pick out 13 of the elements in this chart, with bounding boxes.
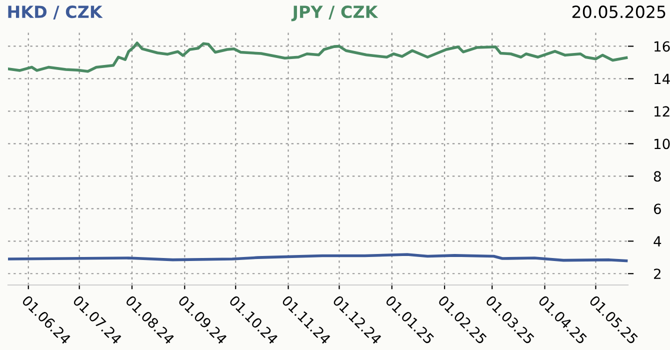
y-tick-label: 8 — [654, 171, 661, 182]
y-tick-label: 12 — [654, 106, 670, 116]
line-series — [8, 42, 628, 73]
y-tick-label: 10 — [654, 138, 670, 150]
y-tick-label: 6 — [654, 204, 661, 214]
text: 20.05.2025 — [572, 6, 666, 18]
y-tick-label: 14 — [654, 74, 670, 84]
y-tick-label: 16 — [654, 41, 670, 52]
series-label: JPY / CZK — [291, 6, 378, 22]
y-tick-label: 4 — [654, 236, 662, 246]
y-tick-label: 2 — [654, 268, 660, 279]
line-series — [8, 253, 628, 262]
text: HKD / CZK — [8, 6, 103, 20]
